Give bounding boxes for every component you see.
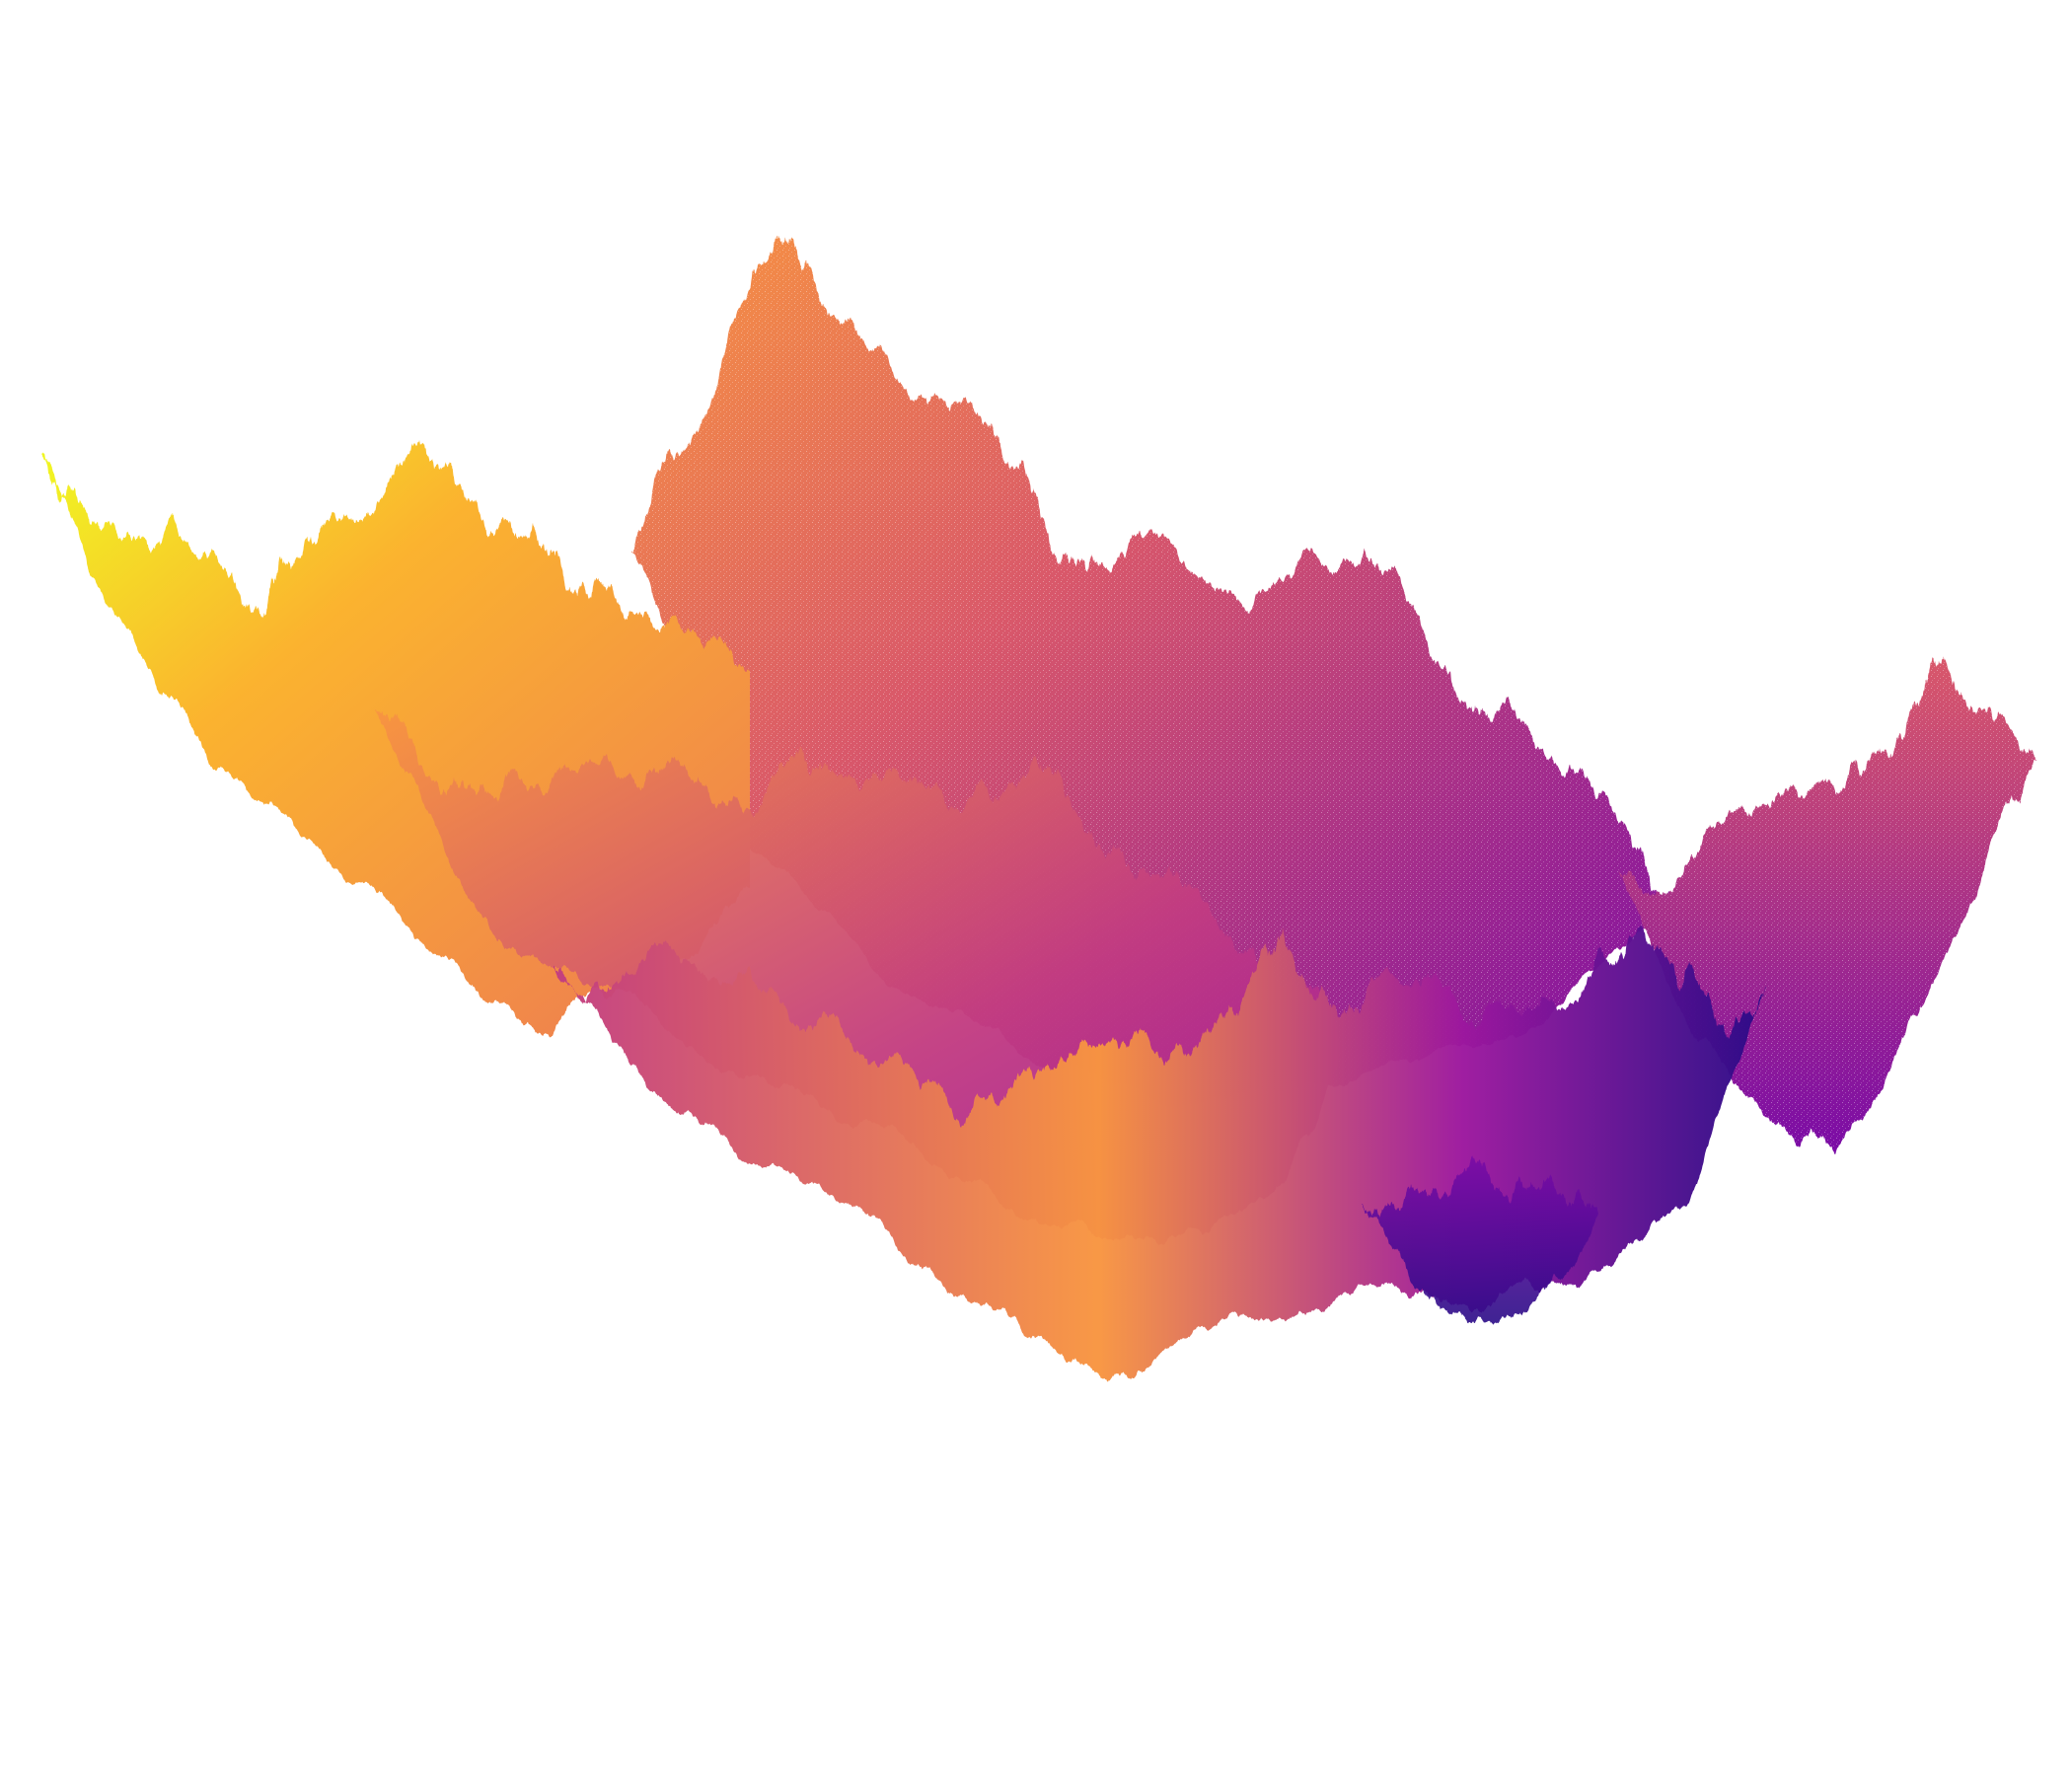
deep-valley bbox=[1362, 1155, 1598, 1325]
